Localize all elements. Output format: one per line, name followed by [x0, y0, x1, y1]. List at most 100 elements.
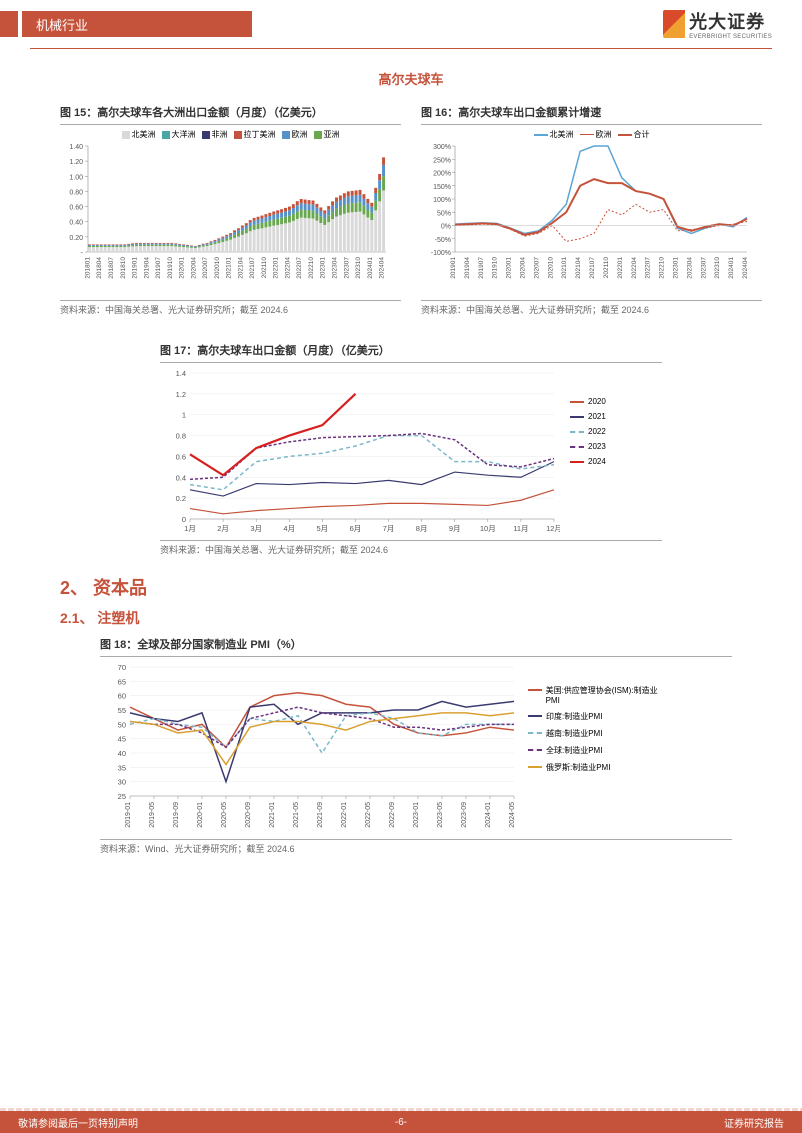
fig16-title: 图 16：高尔夫球车出口金额累计增速 [421, 104, 762, 120]
svg-text:50%: 50% [437, 210, 451, 217]
svg-text:0.8: 0.8 [176, 432, 186, 441]
svg-text:202210: 202210 [308, 257, 315, 279]
fig15-title: 图 15：高尔夫球车各大洲出口金额（月度）（亿美元） [60, 104, 401, 120]
svg-text:-50%: -50% [435, 237, 451, 244]
footer-left: 敬请参阅最后一页特别声明 [18, 1115, 138, 1130]
svg-text:1: 1 [182, 411, 186, 420]
svg-text:11月: 11月 [513, 524, 528, 533]
svg-text:202201: 202201 [273, 257, 280, 279]
fig15-legend: 北美洲大洋洲非洲拉丁美洲欧洲亚洲 [60, 129, 401, 140]
svg-text:202004: 202004 [520, 257, 527, 279]
svg-text:35: 35 [118, 764, 126, 773]
svg-text:2019-01: 2019-01 [125, 802, 132, 828]
fig16-chart: -100%-50%0%50%100%150%200%250%300%201901… [421, 142, 762, 292]
svg-text:2020-09: 2020-09 [245, 802, 252, 828]
svg-text:0.4: 0.4 [176, 473, 186, 482]
svg-text:202207: 202207 [296, 257, 303, 279]
logo-icon [663, 10, 685, 38]
svg-text:202101: 202101 [561, 257, 568, 279]
svg-text:45: 45 [118, 735, 126, 744]
footer-pagenum: -6- [395, 1117, 407, 1128]
svg-text:200%: 200% [433, 171, 451, 178]
svg-text:201901: 201901 [132, 257, 139, 279]
svg-text:6月: 6月 [350, 524, 362, 533]
svg-text:-: - [81, 250, 84, 257]
fig17-legend: 20202021202220232024 [570, 367, 606, 537]
svg-text:7月: 7月 [383, 524, 395, 533]
svg-text:1月: 1月 [184, 524, 196, 533]
svg-text:1.4: 1.4 [176, 369, 186, 378]
svg-text:202107: 202107 [249, 257, 256, 279]
svg-text:202104: 202104 [237, 257, 244, 279]
svg-text:65: 65 [118, 678, 126, 687]
svg-text:4月: 4月 [283, 524, 295, 533]
svg-text:1.00: 1.00 [69, 174, 83, 181]
svg-text:60: 60 [118, 692, 126, 701]
svg-text:1.20: 1.20 [69, 159, 83, 166]
svg-text:2022-09: 2022-09 [389, 802, 396, 828]
logo: 光大证券 EVERBRIGHT SECURITIES [663, 8, 802, 40]
svg-text:202110: 202110 [603, 257, 610, 279]
svg-text:202001: 202001 [506, 257, 513, 279]
svg-text:202107: 202107 [589, 257, 596, 279]
svg-text:201801: 201801 [84, 257, 91, 279]
svg-text:0%: 0% [441, 224, 451, 231]
svg-text:2021-01: 2021-01 [269, 802, 276, 828]
svg-text:202310: 202310 [355, 257, 362, 279]
svg-text:2024-01: 2024-01 [485, 802, 492, 828]
svg-text:202201: 202201 [617, 257, 624, 279]
svg-text:202404: 202404 [742, 257, 749, 279]
svg-text:202101: 202101 [226, 257, 233, 279]
svg-text:0: 0 [182, 515, 186, 524]
svg-text:30: 30 [118, 778, 126, 787]
svg-text:250%: 250% [433, 157, 451, 164]
svg-text:201807: 201807 [108, 257, 115, 279]
svg-text:0.60: 0.60 [69, 205, 83, 212]
page-footer: 敬请参阅最后一页特别声明 -6- 证券研究报告 [0, 1111, 802, 1133]
svg-text:2020-01: 2020-01 [197, 802, 204, 828]
industry-label: 机械行业 [22, 11, 252, 37]
fig15-source: 资料来源：中国海关总署、光大证券研究所；截至 2024.6 [60, 300, 401, 316]
header-accent [0, 11, 18, 37]
fig18-title: 图 18：全球及部分国家制造业 PMI（%） [100, 636, 732, 652]
svg-text:2022-01: 2022-01 [341, 802, 348, 828]
svg-text:3月: 3月 [250, 524, 262, 533]
svg-text:2019-09: 2019-09 [173, 802, 180, 828]
svg-text:202204: 202204 [284, 257, 291, 279]
svg-text:25: 25 [118, 792, 126, 801]
svg-text:5月: 5月 [317, 524, 329, 533]
svg-text:202104: 202104 [575, 257, 582, 279]
svg-text:2020-05: 2020-05 [221, 802, 228, 828]
svg-text:202001: 202001 [179, 257, 186, 279]
svg-text:2023-05: 2023-05 [437, 802, 444, 828]
svg-text:201810: 201810 [120, 257, 127, 279]
svg-text:202010: 202010 [547, 257, 554, 279]
svg-text:201910: 201910 [167, 257, 174, 279]
svg-text:70: 70 [118, 663, 126, 672]
svg-text:100%: 100% [433, 197, 451, 204]
fig17-chart: 00.20.40.60.811.21.41月2月3月4月5月6月7月8月9月10… [160, 367, 560, 537]
svg-text:40: 40 [118, 749, 126, 758]
svg-text:0.2: 0.2 [176, 494, 186, 503]
svg-text:2021-09: 2021-09 [317, 802, 324, 828]
svg-text:201910: 201910 [492, 257, 499, 279]
footer-right: 证券研究报告 [724, 1115, 784, 1130]
section-h3: 2.1、 注塑机 [60, 608, 762, 628]
svg-text:202307: 202307 [700, 257, 707, 279]
fig16-legend: 北美洲欧洲合计 [421, 129, 762, 140]
svg-text:0.40: 0.40 [69, 220, 83, 227]
svg-text:201907: 201907 [155, 257, 162, 279]
svg-text:2024-05: 2024-05 [509, 802, 516, 828]
svg-text:201804: 201804 [96, 257, 103, 279]
svg-text:10月: 10月 [480, 524, 496, 533]
svg-text:2023-09: 2023-09 [461, 802, 468, 828]
svg-text:202404: 202404 [379, 257, 386, 279]
svg-text:8月: 8月 [416, 524, 428, 533]
svg-text:2021-05: 2021-05 [293, 802, 300, 828]
svg-text:201907: 201907 [478, 257, 485, 279]
fig17-source: 资料来源：中国海关总署、光大证券研究所；截至 2024.6 [160, 540, 662, 556]
svg-text:202304: 202304 [686, 257, 693, 279]
svg-text:202010: 202010 [214, 257, 221, 279]
svg-text:202307: 202307 [343, 257, 350, 279]
svg-text:55: 55 [118, 706, 126, 715]
